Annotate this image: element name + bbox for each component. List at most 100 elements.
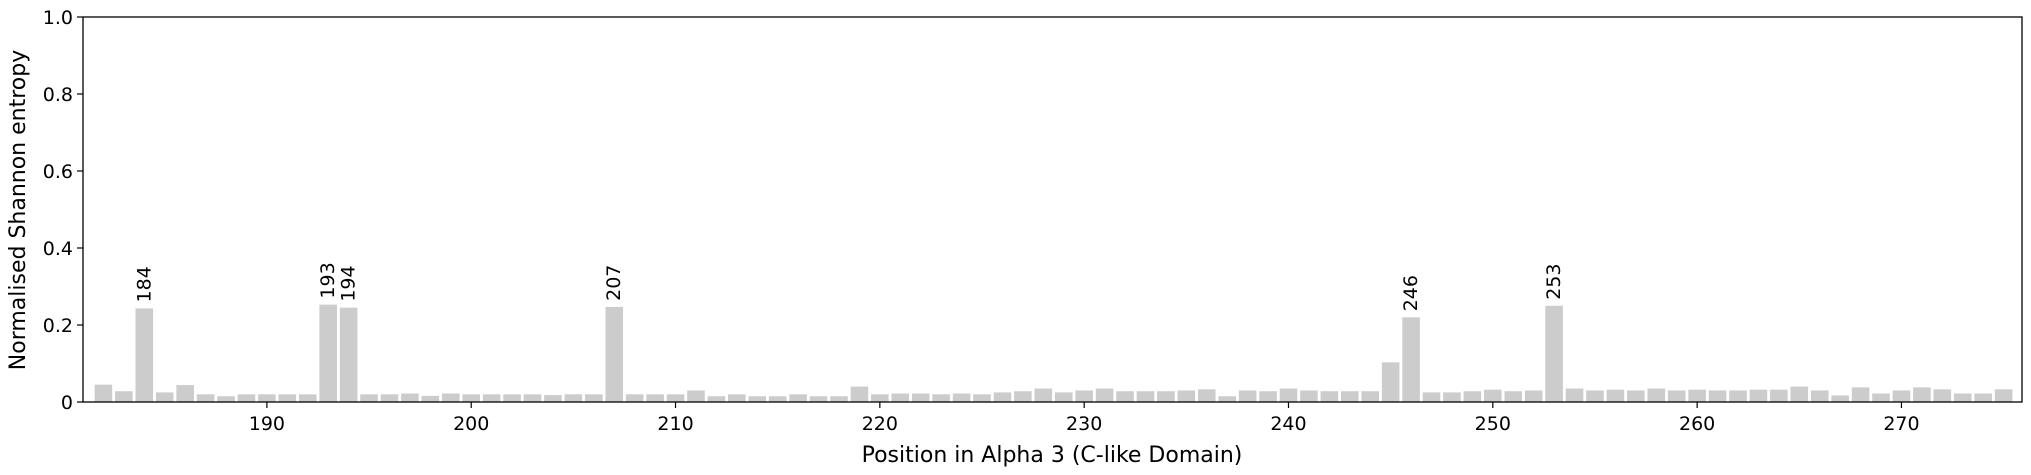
x-tick-label-210: 210 bbox=[657, 413, 693, 435]
bar-230 bbox=[1075, 390, 1093, 402]
y-tick-label-0: 0 bbox=[61, 392, 73, 414]
x-tick-label-230: 230 bbox=[1066, 413, 1102, 435]
bar-203 bbox=[523, 394, 542, 402]
bar-266 bbox=[1810, 390, 1829, 402]
y-tick-label-1: 0.2 bbox=[43, 315, 73, 337]
bar-207 bbox=[605, 306, 624, 402]
bar-182 bbox=[94, 384, 113, 402]
bar-212 bbox=[707, 396, 726, 402]
bar-243 bbox=[1341, 391, 1359, 402]
bar-label-193: 193 bbox=[317, 262, 339, 298]
bar-217 bbox=[809, 396, 828, 402]
bar-222 bbox=[911, 393, 930, 402]
bar-247 bbox=[1422, 392, 1441, 403]
bar-201 bbox=[482, 394, 501, 402]
bar-264 bbox=[1770, 389, 1788, 402]
x-tick-label-270: 270 bbox=[1883, 413, 1919, 435]
x-tick-label-260: 260 bbox=[1679, 413, 1715, 435]
bar-248 bbox=[1443, 392, 1461, 403]
bar-232 bbox=[1116, 391, 1134, 402]
bar-253 bbox=[1545, 305, 1563, 402]
bar-184 bbox=[135, 308, 154, 402]
bar-267 bbox=[1831, 395, 1849, 402]
bar-202 bbox=[503, 394, 521, 402]
x-tick-label-190: 190 bbox=[249, 413, 285, 435]
bar-229 bbox=[1054, 392, 1073, 403]
bar-236 bbox=[1197, 389, 1216, 402]
bar-245 bbox=[1381, 362, 1400, 402]
y-tick-label-3: 0.6 bbox=[43, 161, 73, 183]
bar-254 bbox=[1565, 388, 1584, 402]
bar-label-253: 253 bbox=[1543, 263, 1565, 299]
bar-183 bbox=[115, 391, 133, 402]
bar-237 bbox=[1218, 396, 1236, 402]
bar-186 bbox=[176, 385, 194, 402]
bar-271 bbox=[1913, 387, 1931, 402]
y-tick-label-4: 0.8 bbox=[43, 84, 73, 106]
x-tick-label-220: 220 bbox=[862, 413, 898, 435]
bar-190 bbox=[258, 394, 276, 402]
bar-193 bbox=[319, 304, 337, 402]
bar-185 bbox=[155, 392, 174, 403]
bar-209 bbox=[646, 394, 664, 402]
bar-257 bbox=[1627, 390, 1645, 402]
bar-251 bbox=[1504, 391, 1523, 402]
bar-219 bbox=[850, 386, 869, 402]
bar-210 bbox=[666, 394, 685, 402]
bar-275 bbox=[1994, 389, 2013, 402]
bar-263 bbox=[1749, 389, 1768, 402]
bar-205 bbox=[564, 394, 583, 402]
bar-206 bbox=[585, 394, 603, 402]
y-axis-label: Normalised Shannon entropy bbox=[6, 50, 31, 370]
bar-252 bbox=[1524, 390, 1543, 402]
bar-270 bbox=[1892, 390, 1911, 402]
bar-274 bbox=[1974, 393, 1992, 402]
bar-261 bbox=[1708, 390, 1727, 402]
bar-196 bbox=[380, 394, 399, 402]
bar-192 bbox=[298, 394, 317, 402]
bar-191 bbox=[278, 394, 297, 402]
bar-200 bbox=[462, 394, 480, 402]
x-tick-label-200: 200 bbox=[453, 413, 489, 435]
bar-268 bbox=[1851, 387, 1870, 402]
bar-214 bbox=[748, 396, 767, 402]
bar-189 bbox=[237, 394, 256, 402]
x-tick-label-240: 240 bbox=[1270, 413, 1306, 435]
bar-label-194: 194 bbox=[338, 265, 360, 301]
bar-204 bbox=[544, 395, 562, 402]
bar-255 bbox=[1586, 390, 1604, 402]
x-axis-label: Position in Alpha 3 (C-like Domain) bbox=[862, 443, 1243, 468]
bar-242 bbox=[1320, 391, 1339, 402]
bar-235 bbox=[1177, 390, 1196, 402]
bar-259 bbox=[1667, 390, 1686, 402]
bar-239 bbox=[1259, 391, 1277, 402]
bar-188 bbox=[217, 396, 235, 402]
bar-228 bbox=[1034, 388, 1053, 402]
bar-231 bbox=[1095, 388, 1114, 402]
bar-226 bbox=[993, 392, 1012, 403]
bar-238 bbox=[1238, 390, 1257, 402]
bar-187 bbox=[196, 394, 215, 402]
bar-223 bbox=[932, 394, 950, 402]
bar-227 bbox=[1014, 391, 1032, 402]
bar-258 bbox=[1647, 388, 1666, 402]
bar-260 bbox=[1688, 389, 1706, 402]
bar-216 bbox=[789, 394, 807, 402]
y-axis-ticks: 0 0.2 0.4 0.6 0.8 1.0 bbox=[43, 7, 83, 414]
bar-244 bbox=[1361, 391, 1379, 402]
bar-221 bbox=[891, 393, 910, 402]
bar-215 bbox=[768, 396, 787, 402]
bar-272 bbox=[1933, 389, 1952, 402]
bar-197 bbox=[401, 393, 419, 402]
bar-269 bbox=[1872, 393, 1890, 402]
bar-224 bbox=[952, 393, 971, 402]
bar-250 bbox=[1484, 389, 1502, 402]
bar-241 bbox=[1300, 390, 1318, 402]
plot-frame bbox=[82, 16, 2023, 403]
bar-label-207: 207 bbox=[603, 265, 625, 301]
bar-198 bbox=[421, 395, 440, 402]
bar-199 bbox=[441, 393, 460, 402]
bar-240 bbox=[1279, 388, 1298, 402]
bar-213 bbox=[728, 394, 746, 402]
